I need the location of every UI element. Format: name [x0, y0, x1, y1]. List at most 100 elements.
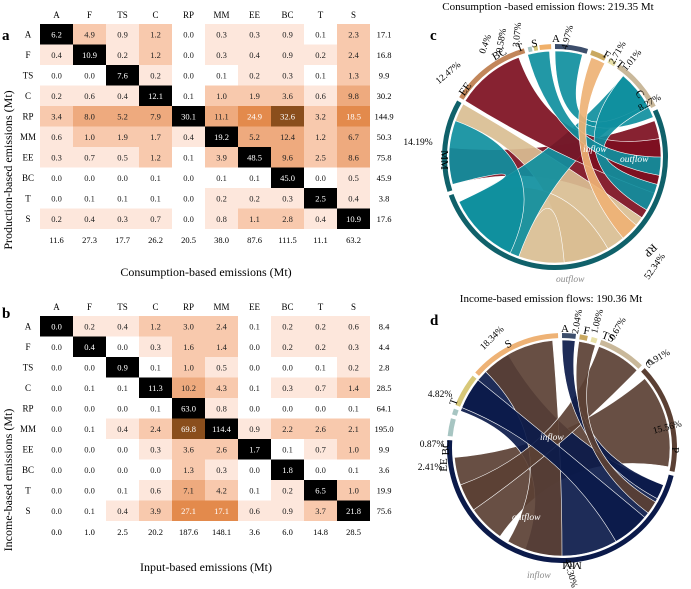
heat-cell: [304, 316, 337, 337]
cell-value: 3.4: [51, 111, 62, 121]
chord-arc-c: [616, 64, 656, 108]
cell-value: 0.0: [183, 214, 194, 224]
cell-value: 0.4: [84, 342, 95, 352]
heat-cell: [337, 85, 370, 106]
col-header-ee: EE: [249, 302, 260, 312]
chord-label: MM: [438, 150, 450, 170]
cell-value: 0.0: [183, 70, 194, 80]
cell-value: 4.3: [216, 383, 227, 393]
heat-cell: [238, 208, 271, 229]
heat-cell: [205, 439, 238, 460]
cell-value: 3.2: [315, 111, 326, 121]
cell-value: 2.6: [315, 424, 326, 434]
cell-value: 0.4: [117, 506, 128, 516]
col-total: 14.8: [313, 527, 328, 537]
cell-value: 0.0: [51, 424, 62, 434]
cell-value: 0.9: [117, 29, 128, 39]
panel-letter-b: b: [2, 306, 10, 322]
cell-value: 0.4: [315, 214, 326, 224]
cell-value: 0.1: [117, 485, 128, 495]
heat-cell: [73, 480, 106, 501]
cell-value: 0.0: [51, 342, 62, 352]
chord-c-title: Consumption -based emission flows: 219.3…: [442, 1, 653, 13]
cell-value: 10.9: [346, 214, 361, 224]
heat-cell: [106, 439, 139, 460]
chord-percent: 14.19%: [403, 138, 432, 148]
cell-value: 0.3: [216, 50, 227, 60]
heat-cell: [172, 208, 205, 229]
chord-label: S: [503, 338, 514, 351]
col-header-bc: BC: [281, 302, 293, 312]
cell-value: 114.4: [212, 424, 232, 434]
heat-cell: [337, 377, 370, 398]
heat-cell: [205, 85, 238, 106]
heat-cell: [139, 65, 172, 86]
cell-value: 0.3: [51, 152, 62, 162]
cell-value: 0.0: [315, 465, 326, 475]
heat-cell: [172, 418, 205, 439]
cell-value: 0.7: [315, 383, 326, 393]
row-total: 8.4: [379, 321, 390, 331]
heat-cell: [106, 24, 139, 45]
heat-cell: [106, 377, 139, 398]
cell-value: 0.2: [84, 321, 95, 331]
heat-cell: [337, 439, 370, 460]
heat-cell: [172, 377, 205, 398]
row-total: 45.9: [377, 173, 392, 183]
heat-cell: [106, 65, 139, 86]
chord-percent: 12.47%: [434, 60, 463, 87]
cell-value: 0.5: [117, 152, 128, 162]
chord-percent: 0.58%: [495, 28, 509, 54]
heat-cell: [304, 85, 337, 106]
heat-cell: [205, 106, 238, 127]
heat-cell: [238, 336, 271, 357]
heat-cell: [139, 126, 172, 147]
cell-value: 2.3: [348, 29, 359, 39]
row-total: 9.9: [379, 70, 390, 80]
col-total: 26.2: [148, 235, 163, 245]
cell-value: 0.0: [51, 383, 62, 393]
row-header-rp: RP: [22, 403, 33, 413]
heat-cell: [304, 188, 337, 209]
cell-value: 2.5: [315, 193, 326, 203]
cell-value: 0.3: [150, 444, 161, 454]
cell-value: 17.1: [214, 506, 229, 516]
heat-cell: [271, 147, 304, 168]
heatmap-a-xlabel: Consumption-based emissions (Mt): [120, 265, 291, 279]
cell-value: 0.0: [84, 465, 95, 475]
heat-cell: [73, 188, 106, 209]
heat-cell: [73, 459, 106, 480]
cell-value: 48.5: [247, 152, 262, 162]
col-total: 63.2: [346, 235, 361, 245]
cell-value: 0.2: [315, 342, 326, 352]
cell-value: 0.2: [348, 362, 359, 372]
cell-value: 0.0: [282, 362, 293, 372]
cell-value: 3.0: [183, 321, 194, 331]
heat-cell: [337, 208, 370, 229]
heat-cell: [106, 357, 139, 378]
cell-value: 19.2: [214, 132, 229, 142]
cell-value: 0.4: [183, 132, 194, 142]
cell-value: 1.6: [183, 342, 194, 352]
heat-cell: [73, 24, 106, 45]
heat-cell: [271, 44, 304, 65]
chord-arc-a: [562, 333, 577, 339]
cell-value: 11.3: [148, 383, 163, 393]
cell-value: 0.0: [51, 70, 62, 80]
heat-cell: [73, 44, 106, 65]
chord-arc-f: [579, 334, 588, 341]
heat-cell: [304, 459, 337, 480]
cell-value: 2.8: [282, 214, 293, 224]
cell-value: 0.0: [84, 444, 95, 454]
heat-cell: [139, 147, 172, 168]
heat-cell: [337, 167, 370, 188]
heat-cell: [106, 500, 139, 521]
cell-value: 12.4: [280, 132, 296, 142]
col-total: 187.6: [179, 527, 198, 537]
cell-value: 0.6: [51, 132, 62, 142]
heat-cell: [40, 85, 73, 106]
heat-cell: [139, 500, 172, 521]
heat-cell: [238, 439, 271, 460]
heat-cell: [106, 167, 139, 188]
heat-cell: [40, 377, 73, 398]
